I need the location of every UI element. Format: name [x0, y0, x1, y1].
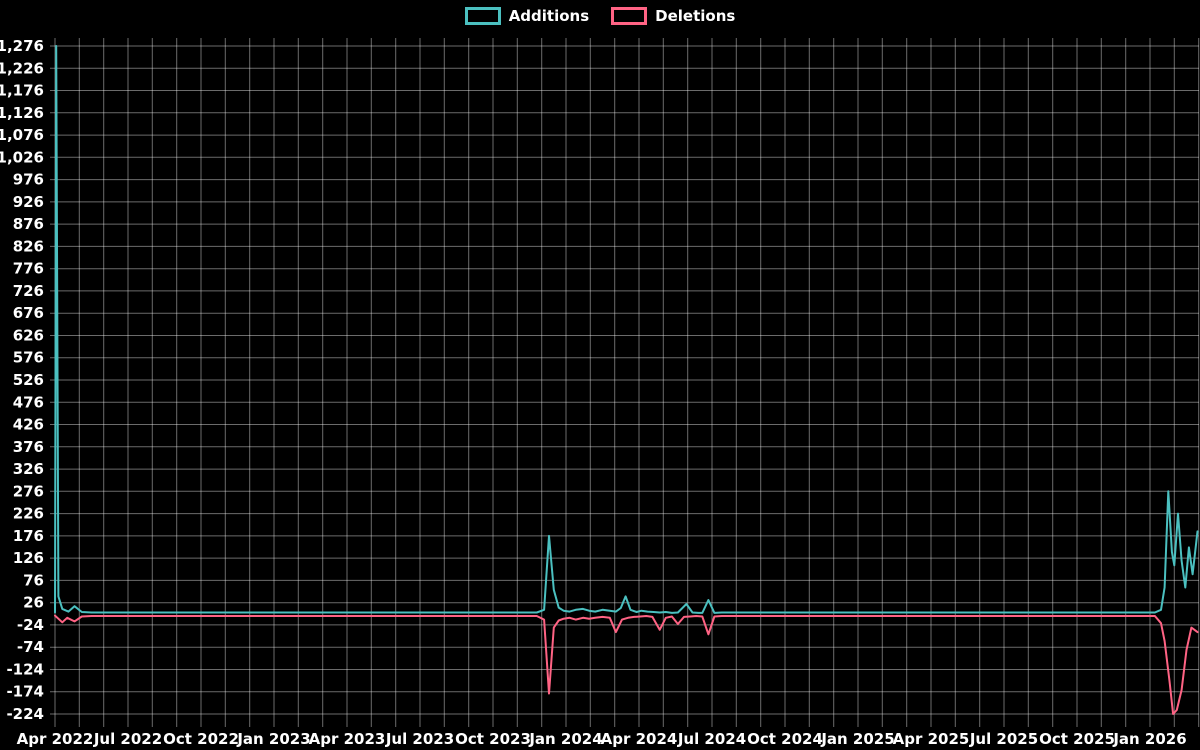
svg-text:676: 676	[13, 304, 44, 322]
svg-text:76: 76	[23, 571, 44, 589]
svg-text:626: 626	[13, 327, 44, 345]
svg-text:Jul 2022: Jul 2022	[93, 730, 162, 748]
svg-text:Apr 2025: Apr 2025	[893, 730, 970, 748]
svg-text:26: 26	[23, 594, 44, 612]
svg-text:376: 376	[13, 438, 44, 456]
svg-text:Oct 2023: Oct 2023	[455, 730, 531, 748]
svg-text:126: 126	[13, 549, 44, 567]
svg-text:Jul 2024: Jul 2024	[677, 730, 746, 748]
svg-text:476: 476	[13, 393, 44, 411]
svg-text:1,076: 1,076	[0, 126, 44, 144]
svg-text:176: 176	[13, 527, 44, 545]
additions-swatch-icon	[464, 7, 501, 25]
svg-text:Oct 2025: Oct 2025	[1039, 730, 1115, 748]
svg-text:Oct 2024: Oct 2024	[747, 730, 823, 748]
svg-text:876: 876	[13, 215, 44, 233]
svg-text:Jan 2023: Jan 2023	[236, 730, 310, 748]
legend-label-deletions: Deletions	[655, 7, 736, 25]
legend-item-deletions[interactable]: Deletions	[611, 7, 735, 25]
svg-text:426: 426	[13, 416, 44, 434]
svg-text:-224: -224	[6, 705, 44, 723]
svg-text:-24: -24	[17, 616, 44, 634]
legend-label-additions: Additions	[508, 7, 590, 25]
svg-text:Oct 2022: Oct 2022	[163, 730, 239, 748]
svg-text:526: 526	[13, 371, 44, 389]
svg-text:1,126: 1,126	[0, 104, 44, 122]
svg-text:Jan 2025: Jan 2025	[820, 730, 894, 748]
svg-text:-174: -174	[6, 683, 44, 701]
svg-text:976: 976	[13, 171, 44, 189]
svg-text:Jan 2026: Jan 2026	[1112, 730, 1186, 748]
svg-text:Apr 2024: Apr 2024	[601, 730, 678, 748]
svg-text:-124: -124	[6, 661, 44, 679]
svg-text:Jan 2024: Jan 2024	[528, 730, 602, 748]
svg-text:326: 326	[13, 460, 44, 478]
svg-text:1,276: 1,276	[0, 37, 44, 55]
svg-text:276: 276	[13, 482, 44, 500]
svg-text:926: 926	[13, 193, 44, 211]
svg-text:Jul 2023: Jul 2023	[385, 730, 454, 748]
svg-text:Jul 2025: Jul 2025	[969, 730, 1038, 748]
svg-text:576: 576	[13, 349, 44, 367]
svg-text:726: 726	[13, 282, 44, 300]
chart-legend: Additions Deletions	[0, 7, 1200, 25]
svg-text:826: 826	[13, 237, 44, 255]
svg-text:-74: -74	[17, 638, 44, 656]
svg-text:1,026: 1,026	[0, 148, 44, 166]
svg-text:Apr 2022: Apr 2022	[17, 730, 94, 748]
svg-text:1,176: 1,176	[0, 82, 44, 100]
svg-text:1,226: 1,226	[0, 59, 44, 77]
svg-text:776: 776	[13, 260, 44, 278]
deletions-swatch-icon	[611, 7, 648, 25]
svg-text:Apr 2023: Apr 2023	[309, 730, 386, 748]
legend-item-additions[interactable]: Additions	[464, 7, 590, 25]
svg-text:226: 226	[13, 505, 44, 523]
